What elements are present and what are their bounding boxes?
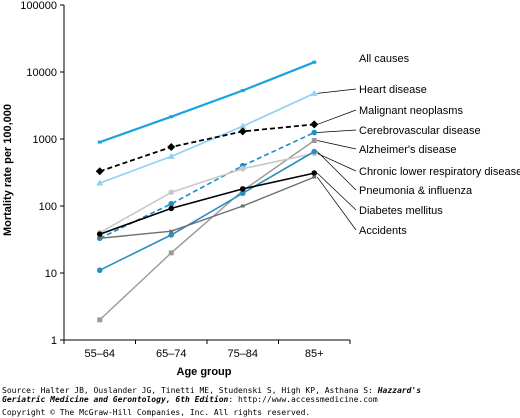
data-point-accidents [97, 236, 102, 240]
data-point-all-causes [169, 115, 174, 119]
plot-area: 1 10 100 1000 10000 100000 55–64 65–74 75–84 85+ A… [20, 0, 520, 360]
data-point-heart-disease [310, 89, 318, 96]
data-point-diabetes-mellitus [96, 231, 103, 237]
source-url: : http://www.accessmedicine.com [228, 395, 378, 404]
data-point-pneumonia-influenza [239, 190, 246, 197]
leader-line-malignant-neoplasms [317, 109, 357, 125]
data-point-diabetes-mellitus [311, 170, 318, 176]
legend-label-malignant-neoplasms: Malignant neoplasms [359, 105, 463, 117]
copyright-text: Copyright © The McGraw-Hill Companies, I… [2, 408, 311, 417]
data-point-accidents [312, 175, 317, 179]
leader-line-alzheimer-s-disease [317, 140, 357, 150]
source-citation: Source: Halter JB, Ouslander JG, Tinetti… [2, 386, 421, 404]
y-tick-label: 1 [51, 335, 57, 347]
series-line-accidents [99, 176, 315, 239]
y-tick-label: 10 [45, 268, 57, 280]
leader-line-chronic-lower-respiratory-diseases [317, 153, 357, 172]
leader-line-pneumonia-influenza [317, 151, 357, 191]
source-prefix: Source: Halter JB, Ouslander JG, Tinetti… [2, 386, 378, 395]
y-tick-label: 100 [39, 201, 57, 213]
series-line-diabetes-mellitus [99, 172, 315, 235]
data-point-accidents [169, 229, 174, 233]
legend-label-cerebrovascular-disease: Cerebrovascular disease [359, 125, 481, 137]
legend-label-all-causes: All causes [359, 53, 410, 65]
data-point-malignant-neoplasms [167, 142, 176, 151]
data-point-heart-disease [167, 152, 175, 159]
data-point-alzheimer-s-disease [311, 137, 317, 143]
leader-line-diabetes-mellitus [317, 172, 357, 211]
series-line-chronic-lower-respiratory-diseases [99, 152, 315, 234]
leader-line-heart-disease [317, 88, 357, 94]
data-point-all-causes [97, 140, 102, 144]
data-point-malignant-neoplasms [238, 127, 247, 136]
series-line-alzheimer-s-disease [99, 139, 315, 321]
y-tick-label: 100000 [20, 0, 57, 12]
data-point-pneumonia-influenza [96, 267, 103, 274]
y-axis-title: Mortality rate per 100,000 [2, 104, 14, 236]
data-point-diabetes-mellitus [168, 205, 175, 212]
data-point-cerebrovascular-disease [311, 129, 318, 136]
data-point-pneumonia-influenza [311, 148, 318, 155]
x-tick-label: 85+ [305, 348, 324, 360]
legend-label-pneumonia-influenza: Pneumonia & influenza [359, 185, 473, 197]
data-point-pneumonia-influenza [168, 232, 175, 238]
data-point-chronic-lower-respiratory-diseases [168, 189, 175, 196]
legend-label-heart-disease: Heart disease [359, 84, 427, 96]
copyright-notice: Copyright © The McGraw-Hill Companies, I… [2, 408, 310, 417]
data-point-heart-disease [96, 179, 104, 186]
series-line-pneumonia-influenza [99, 150, 315, 271]
legend-label-accidents: Accidents [359, 225, 407, 237]
y-tick-label: 10000 [26, 67, 57, 79]
mortality-chart: 1 10 100 1000 10000 100000 55–64 65–74 75–84 85+ A… [2, 0, 520, 378]
leader-line-accidents [316, 176, 357, 231]
series-line-heart-disease [99, 92, 315, 184]
data-point-accidents [240, 204, 245, 208]
data-point-alzheimer-s-disease [97, 317, 103, 323]
data-point-alzheimer-s-disease [168, 250, 174, 256]
data-point-chronic-lower-respiratory-diseases [239, 165, 246, 172]
data-point-heart-disease [239, 122, 247, 129]
x-tick-label: 75–84 [227, 348, 258, 360]
y-tick-label: 1000 [33, 134, 57, 146]
series-line-malignant-neoplasms [99, 123, 315, 173]
data-point-diabetes-mellitus [239, 186, 246, 192]
legend-label-alzheimer-s-disease: Alzheimer's disease [359, 144, 456, 156]
data-point-cerebrovascular-disease [168, 200, 175, 207]
data-point-malignant-neoplasms [95, 167, 104, 176]
source-title-part1: Hazzard's [377, 386, 422, 395]
series-line-all-causes [99, 61, 315, 144]
x-tick-label: 55–64 [84, 348, 115, 360]
legend-label-chronic-lower-respiratory-diseases: Chronic lower respiratory diseases [359, 166, 520, 178]
data-point-all-causes [312, 60, 317, 64]
data-point-all-causes [240, 88, 245, 92]
source-title-part2: Geriatric Medicine and Gerontology, 6th … [2, 395, 229, 404]
x-tick-label: 65–74 [156, 348, 187, 360]
leader-line-cerebrovascular-disease [317, 129, 357, 133]
legend-label-diabetes-mellitus: Diabetes mellitus [359, 205, 443, 217]
data-point-malignant-neoplasms [310, 120, 319, 129]
x-axis-title: Age group [177, 366, 232, 378]
